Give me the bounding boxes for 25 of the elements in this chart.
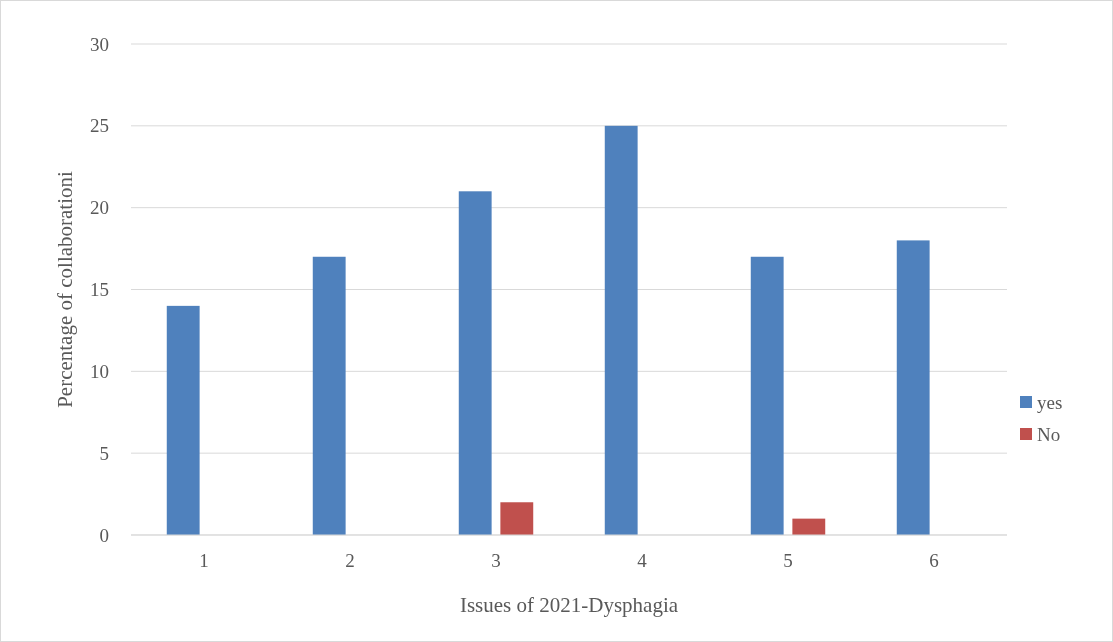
y-tick-label: 30 bbox=[90, 33, 109, 55]
x-tick-label: 6 bbox=[929, 550, 939, 571]
x-tick-label: 5 bbox=[783, 550, 793, 571]
x-tick-label: 3 bbox=[491, 550, 501, 571]
x-axis-title: Issues of 2021-Dysphagia bbox=[459, 593, 679, 617]
bar bbox=[312, 256, 346, 535]
y-tick-label: 15 bbox=[90, 279, 109, 301]
legend-label: No bbox=[1037, 423, 1061, 445]
y-tick-label: 5 bbox=[99, 442, 109, 464]
bar bbox=[750, 256, 784, 535]
bar bbox=[792, 518, 826, 535]
x-tick-label: 2 bbox=[345, 550, 355, 571]
bar bbox=[896, 240, 930, 535]
bar bbox=[500, 502, 534, 535]
y-tick-label: 20 bbox=[90, 197, 109, 219]
legend-label: yes bbox=[1037, 391, 1063, 413]
y-tick-label: 0 bbox=[99, 524, 109, 546]
x-tick-label: 4 bbox=[637, 550, 648, 571]
bar bbox=[604, 125, 638, 535]
bar bbox=[166, 305, 200, 535]
y-tick-label: 10 bbox=[90, 360, 109, 382]
bar bbox=[458, 191, 492, 535]
x-tick-label: 1 bbox=[199, 550, 209, 571]
y-tick-label: 25 bbox=[90, 115, 109, 137]
y-axis-title: Percentage of collaborationi bbox=[53, 170, 77, 408]
